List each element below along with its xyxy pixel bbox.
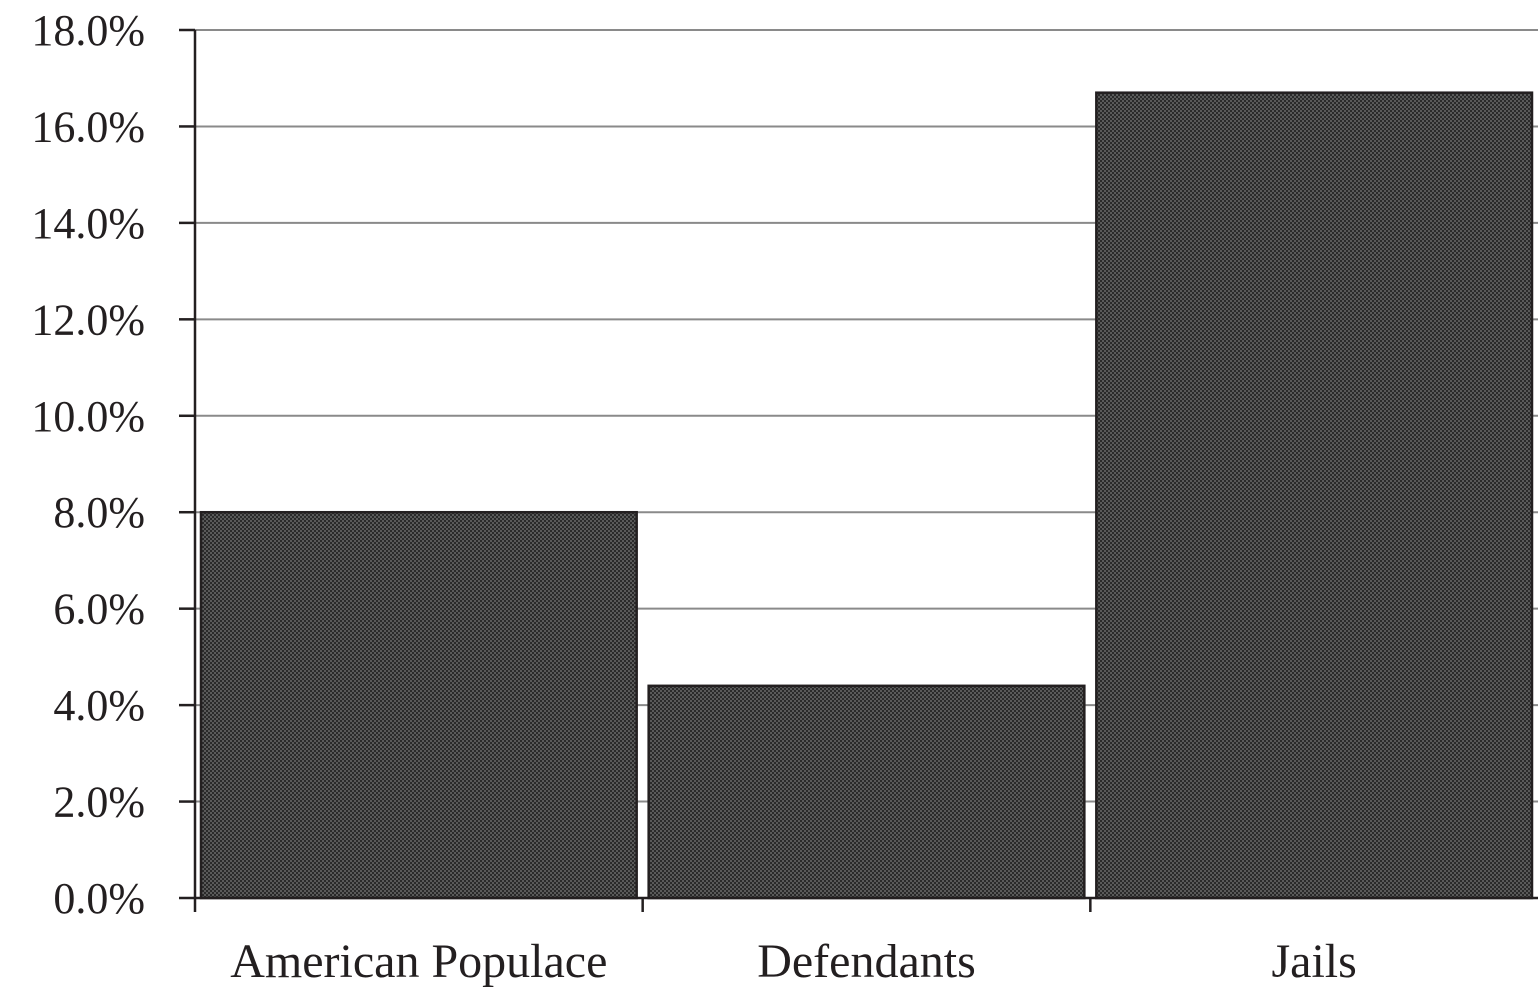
bar <box>199 510 638 900</box>
y-tick-label: 14.0% <box>31 199 145 248</box>
axes <box>179 28 1538 912</box>
x-axis-category-labels: American Populace Defendants Jails <box>230 935 1357 988</box>
bar <box>1095 91 1534 900</box>
y-tick-label: 4.0% <box>53 681 145 730</box>
y-tick-label: 8.0% <box>53 488 145 537</box>
y-tick-label: 12.0% <box>31 295 145 344</box>
x-category-label: Defendants <box>757 935 976 988</box>
y-tick-label: 0.0% <box>53 874 145 923</box>
bars <box>199 91 1534 900</box>
y-axis-tick-labels: 0.0% 2.0% 4.0% 6.0% 8.0% 10.0% 12.0% 14.0% 16.0%… <box>31 6 145 923</box>
bar <box>647 684 1086 900</box>
y-tick-label: 10.0% <box>31 392 145 441</box>
y-tick-label: 18.0% <box>31 6 145 55</box>
y-tick-label: 2.0% <box>53 778 145 827</box>
x-category-label: American Populace <box>230 935 607 988</box>
y-tick-label: 6.0% <box>53 585 145 634</box>
y-tick-label: 16.0% <box>31 102 145 151</box>
x-category-label: Jails <box>1271 935 1356 988</box>
